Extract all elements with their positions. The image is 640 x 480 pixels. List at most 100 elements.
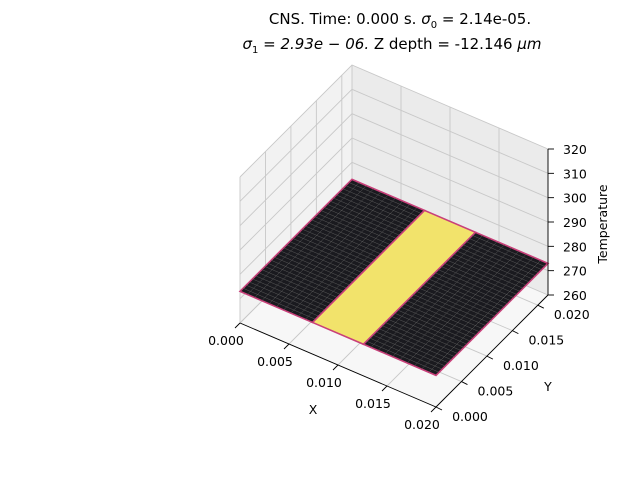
surface-mesh-line	[431, 275, 505, 308]
z-axis-label: Temperature	[595, 184, 610, 264]
surface-mesh-line	[246, 284, 319, 317]
surface-mesh-line	[410, 297, 483, 329]
surface-mesh-line	[459, 247, 533, 280]
z-gridline	[239, 88, 549, 202]
z-gridline	[239, 64, 549, 178]
surface-mesh-line	[323, 207, 397, 239]
x-tick-label: 0.000	[208, 333, 244, 348]
z-gridline	[239, 113, 549, 226]
surface-mesh-line	[413, 294, 486, 326]
surface-mesh-line	[339, 191, 413, 224]
z-gridline	[239, 161, 549, 275]
surface-mesh-line	[295, 235, 369, 267]
surface-mesh-line	[400, 306, 474, 339]
surface-mesh-line	[320, 210, 394, 242]
surface-mesh-line	[391, 316, 465, 348]
y-tick	[486, 355, 494, 360]
surface-mesh-line	[249, 281, 322, 314]
surface-mesh-line	[422, 284, 496, 317]
z-gridline	[239, 137, 549, 251]
surface-mesh-line	[258, 272, 332, 305]
y-tick-label: 0.010	[503, 358, 539, 373]
surface-mesh-line	[397, 309, 471, 342]
surface-mesh-line	[466, 241, 539, 273]
surface-mesh-line	[416, 291, 489, 323]
x-tick	[381, 385, 388, 392]
x-tick	[430, 406, 437, 413]
y-tick	[461, 381, 468, 385]
surface-mesh-line	[314, 216, 388, 249]
surface-mesh-line	[456, 250, 530, 283]
surface-mesh-line	[243, 288, 316, 320]
surface-mesh-line	[385, 322, 458, 354]
x-tick-label: 0.020	[404, 417, 440, 432]
y-tick-label: 0.005	[478, 384, 514, 399]
y-tick-label: 0.020	[554, 307, 590, 322]
surface-mesh-line	[378, 328, 452, 361]
x-tick-label: 0.015	[355, 396, 391, 411]
surface-mesh-line	[447, 260, 521, 292]
surface-mesh-line	[453, 253, 527, 286]
surface-mesh-line	[333, 197, 406, 230]
surface-mesh-line	[336, 194, 410, 227]
surface-mesh-line	[255, 275, 329, 308]
surface-mesh-line	[330, 200, 403, 233]
z-tick-label: 270	[563, 264, 587, 279]
surface-mesh-line	[252, 278, 326, 311]
z-tick-label: 260	[563, 288, 587, 303]
surface-mesh-line	[302, 228, 375, 261]
surface-mesh-line	[286, 244, 360, 277]
surface-mesh-line	[299, 232, 372, 264]
surface-mesh-line	[264, 266, 338, 298]
surface-mesh-line	[366, 340, 440, 373]
surface-mesh-line	[472, 235, 545, 267]
surface-mesh-line	[444, 263, 517, 295]
temperature-surface	[238, 178, 550, 377]
y-tick	[512, 330, 519, 335]
axes-ticks: 0.000 0.005 0.010 0.015 0.020 0.000 0.005 0.010…	[208, 142, 590, 432]
title-line-1: CNS. Time: 0.000 s. σ0 = 2.14e-05.	[269, 10, 531, 31]
surface-mesh-line	[441, 266, 514, 298]
x-tick	[234, 322, 241, 329]
surface-mesh-line	[469, 238, 542, 270]
surface-mesh-line	[271, 260, 344, 292]
surface-mesh-line	[317, 213, 391, 245]
surface-mesh-line	[434, 272, 508, 305]
surface-mesh-line	[394, 312, 468, 345]
surface-mesh-line	[375, 331, 449, 364]
surface-mesh-line	[305, 225, 378, 258]
y-axis-line	[435, 294, 549, 408]
x-tick	[332, 364, 339, 371]
y-tick	[537, 304, 545, 309]
surface-mesh-line	[311, 219, 385, 252]
surface-mesh-line	[450, 256, 524, 289]
surface-mesh-line	[348, 182, 422, 214]
z-tick-label: 310	[563, 166, 587, 181]
surface-mesh-line	[308, 222, 382, 255]
surface-mesh-line	[403, 303, 477, 336]
surface-mesh-line	[280, 250, 354, 283]
surface-mesh-line	[406, 300, 480, 333]
surface-mesh-line	[342, 188, 416, 221]
y-tick-label: 0.000	[452, 409, 488, 424]
surface-mesh-line	[382, 325, 455, 357]
surface-mesh-line	[388, 319, 461, 351]
z-tick-label: 280	[563, 239, 587, 254]
surface-mesh-line	[327, 204, 400, 236]
surface-mesh-line	[289, 241, 363, 273]
surface-mesh-line	[345, 185, 419, 217]
y-tick-label: 0.015	[528, 333, 564, 348]
surface-mesh-line	[283, 247, 357, 280]
y-axis-label: Y	[543, 379, 552, 394]
surface-mesh-line	[274, 256, 347, 289]
surface-mesh-line	[462, 244, 536, 277]
surface-mesh-line	[369, 337, 443, 370]
z-tick-label: 320	[563, 142, 587, 157]
surface-mesh-line	[425, 281, 499, 314]
surface-mesh-line	[419, 288, 493, 320]
surface-mesh-line	[438, 269, 511, 301]
z-tick-label: 300	[563, 191, 587, 206]
surface-mesh-line	[428, 278, 502, 311]
surface-mesh-line	[292, 238, 366, 270]
